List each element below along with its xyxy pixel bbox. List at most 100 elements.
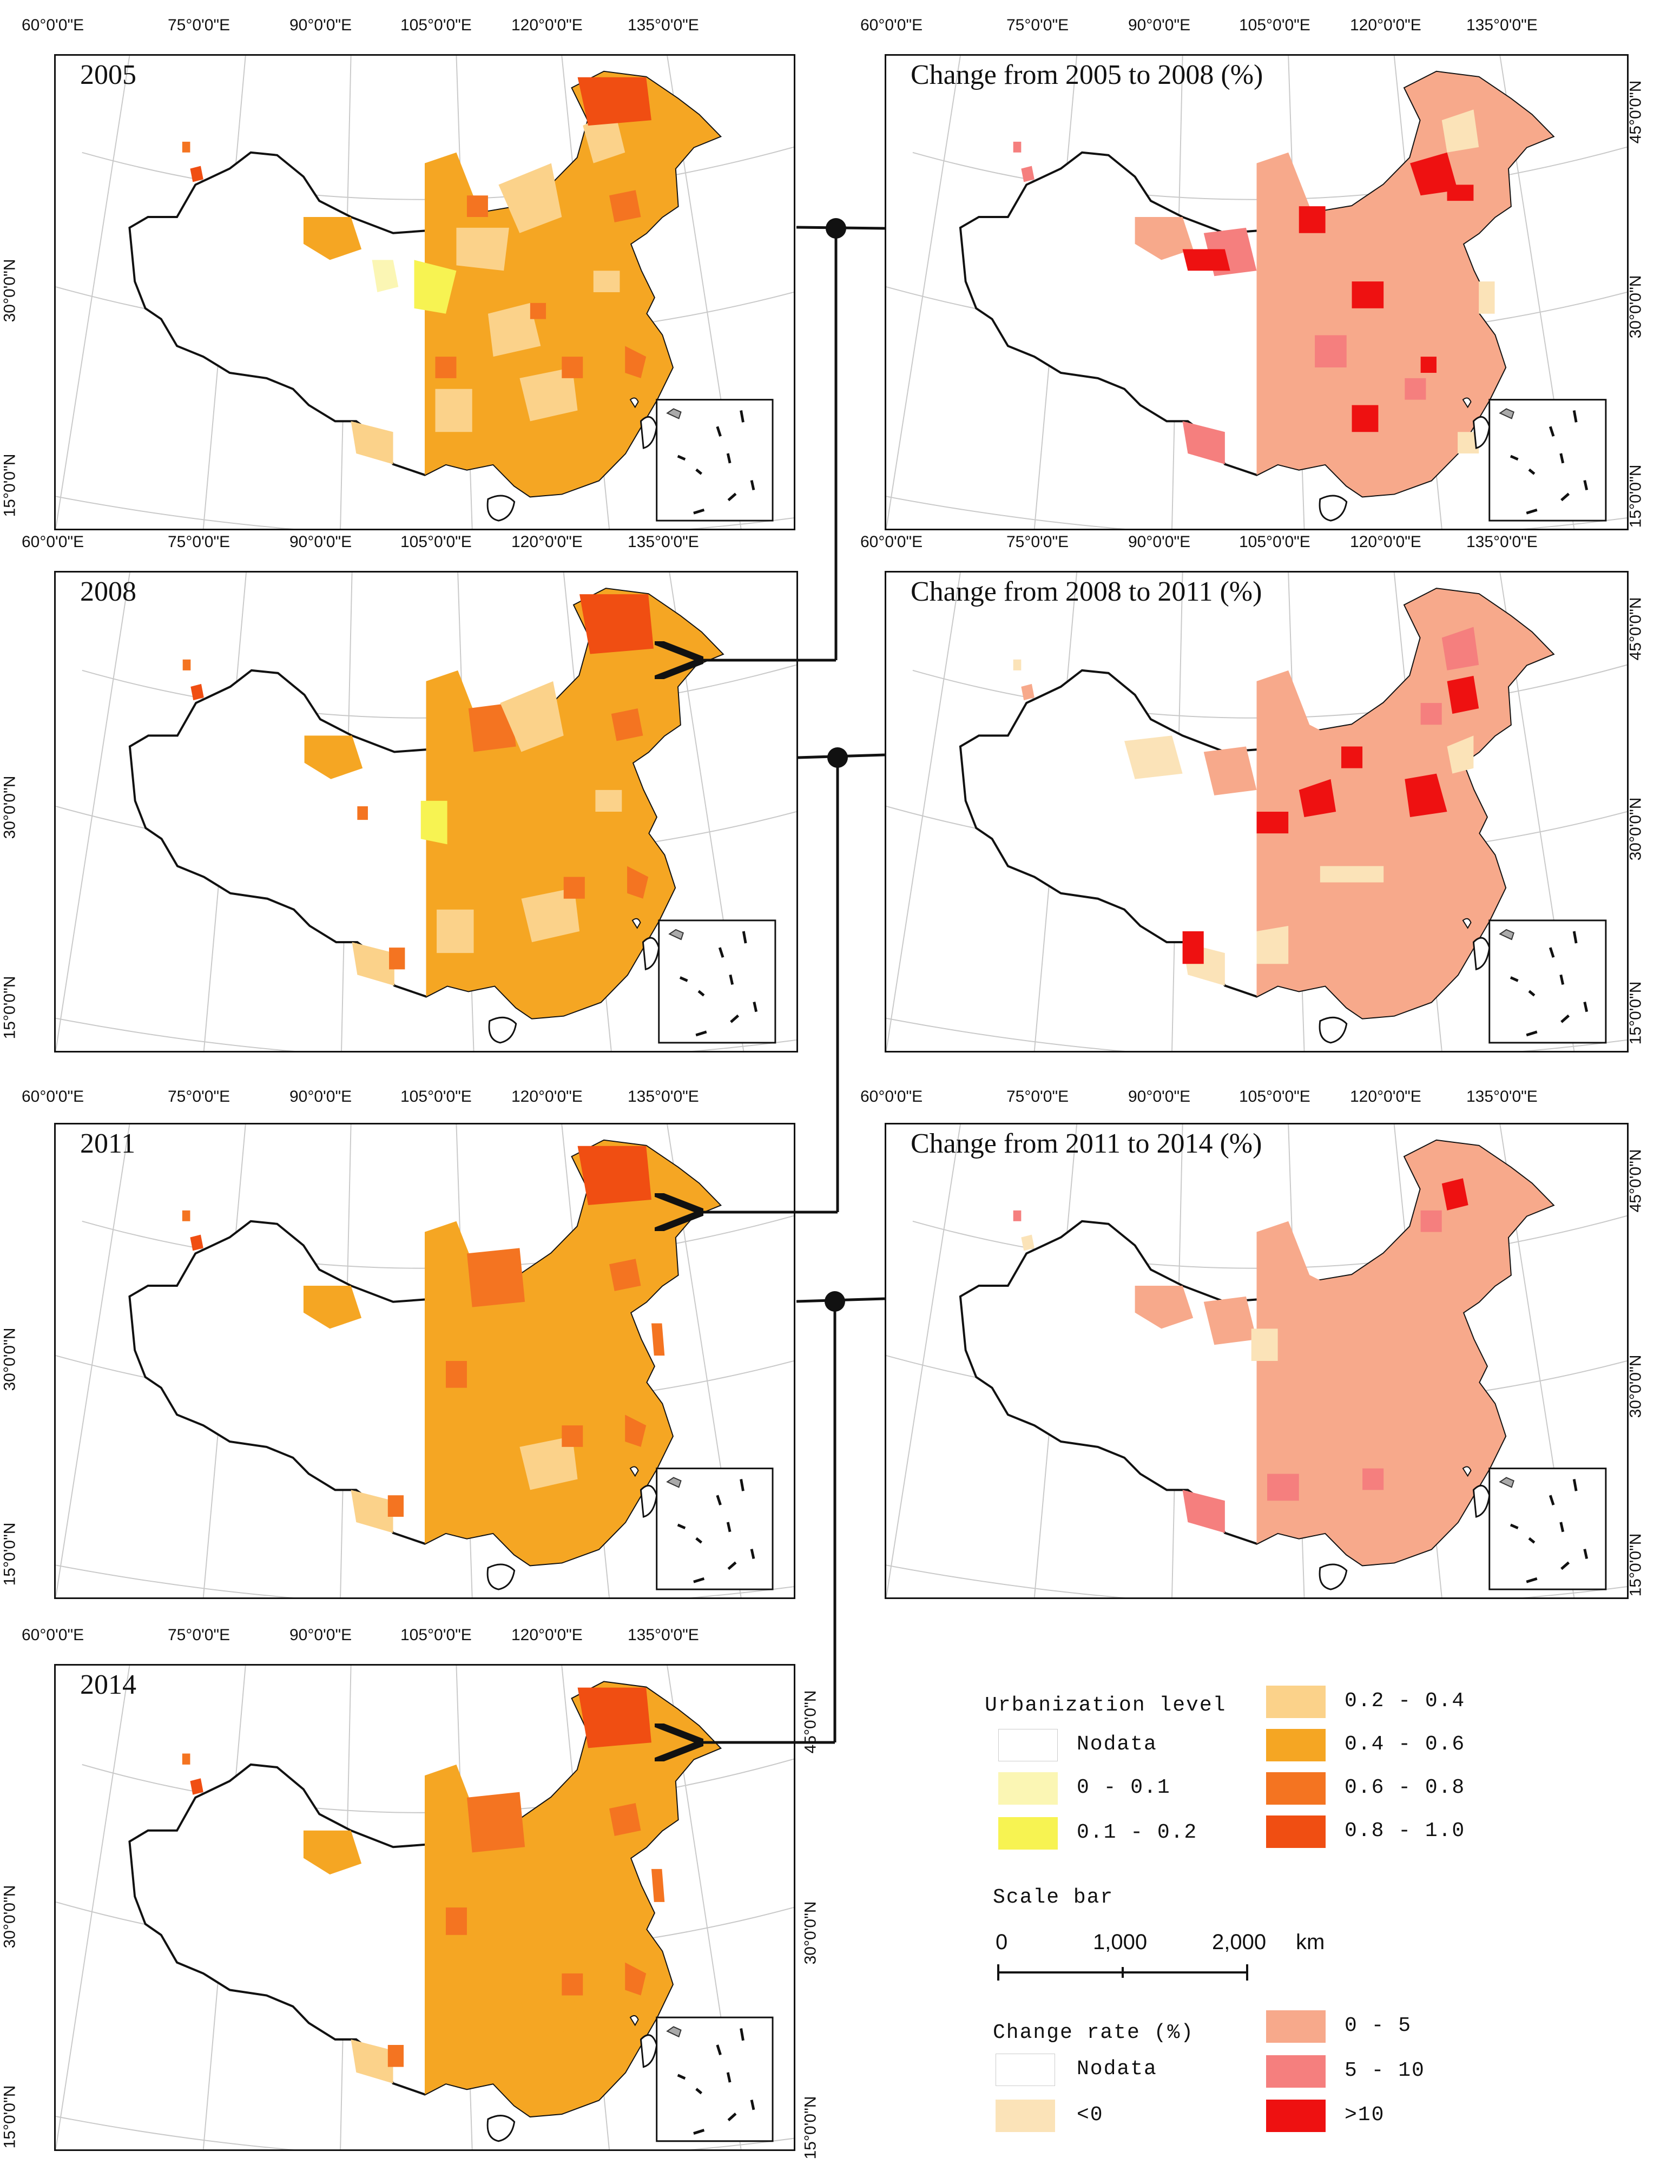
- lon-label: 120°0'0"E: [1350, 1088, 1421, 1106]
- legend-label: Nodata: [1077, 2057, 1157, 2081]
- region-patches: [1013, 1178, 1468, 1533]
- lon-label: 105°0'0"E: [400, 16, 472, 34]
- lon-label: 75°0'0"E: [168, 533, 230, 551]
- lat-label: 45°0'0"N: [801, 1690, 820, 1754]
- lon-labels-c0508: 60°0'0"E 75°0'0"E 90°0'0"E 105°0'0"E 120…: [860, 16, 1618, 38]
- lat-labels-c1114: 45°0'0"N 30°0'0"N 15°0'0"N: [1626, 1123, 1658, 1599]
- lon-label: 105°0'0"E: [1239, 16, 1310, 34]
- lon-label: 90°0'0"E: [1128, 533, 1191, 551]
- lon-label: 120°0'0"E: [511, 16, 583, 34]
- lon-label: 120°0'0"E: [1350, 533, 1421, 551]
- lon-label: 60°0'0"E: [860, 16, 923, 34]
- lon-label: 75°0'0"E: [1006, 16, 1069, 34]
- lat-label: 45°0'0"N: [1626, 80, 1645, 144]
- lon-label: 60°0'0"E: [22, 16, 84, 34]
- legend-change-title: Change rate (%): [993, 2021, 1195, 2044]
- lon-label: 135°0'0"E: [628, 533, 699, 551]
- lon-label: 105°0'0"E: [400, 533, 472, 551]
- map-panel-2014: 2014: [54, 1664, 795, 2151]
- change-panel-2008-2011: Change from 2008 to 2011 (%): [885, 571, 1629, 1052]
- legend-swatch: [1266, 1772, 1326, 1805]
- lon-labels-2008: 60°0'0"E 75°0'0"E 90°0'0"E 105°0'0"E 120…: [22, 533, 779, 555]
- change-panel-2005-2008: Change from 2005 to 2008 (%): [885, 54, 1629, 530]
- legend-swatch: [1266, 1729, 1326, 1761]
- lon-labels-2005: 60°0'0"E 75°0'0"E 90°0'0"E 105°0'0"E 120…: [22, 16, 779, 38]
- panel-title: 2005: [80, 60, 136, 90]
- region-patches: [1013, 627, 1479, 1040]
- lat-label: 15°0'0"N: [801, 2096, 820, 2160]
- scale-tick-label: 0: [996, 1930, 1008, 1954]
- map-2005: [56, 56, 794, 529]
- lat-labels-2008: 30°0'0"N 15°0'0"N: [1, 571, 32, 1047]
- lon-label: 75°0'0"E: [168, 1626, 230, 1644]
- lon-label: 90°0'0"E: [289, 1088, 352, 1106]
- legend-label: >10: [1345, 2103, 1385, 2127]
- legend-label: 0.8 - 1.0: [1345, 1819, 1466, 1843]
- lon-label: 135°0'0"E: [628, 16, 699, 34]
- legend-swatch: [1266, 2010, 1326, 2043]
- panel-title: Change from 2011 to 2014 (%): [911, 1128, 1262, 1159]
- region-patches: [1013, 109, 1495, 464]
- lat-label: 15°0'0"N: [1626, 981, 1645, 1045]
- lat-label: 15°0'0"N: [1, 453, 19, 517]
- lat-labels-c0508: 45°0'0"N 30°0'0"N 15°0'0"N: [1626, 54, 1658, 530]
- lon-label: 135°0'0"E: [1466, 16, 1538, 34]
- lat-label: 30°0'0"N: [1, 1327, 19, 1391]
- lon-label: 75°0'0"E: [1006, 533, 1069, 551]
- lat-label: 15°0'0"N: [1, 2085, 19, 2149]
- legend-swatch: [1266, 1815, 1326, 1848]
- lon-labels-c0811: 60°0'0"E 75°0'0"E 90°0'0"E 105°0'0"E 120…: [860, 533, 1618, 555]
- lon-label: 75°0'0"E: [168, 1088, 230, 1106]
- lat-label: 30°0'0"N: [1, 259, 19, 323]
- lat-label: 45°0'0"N: [1626, 1149, 1645, 1213]
- map-2008: [56, 573, 796, 1051]
- lon-label: 120°0'0"E: [1350, 16, 1421, 34]
- scale-tick-label: 2,000: [1212, 1930, 1267, 1954]
- connector-node: [825, 1291, 845, 1312]
- lat-label: 15°0'0"N: [1, 1522, 19, 1586]
- lon-label: 105°0'0"E: [400, 1626, 472, 1644]
- legend-label: 0.6 - 0.8: [1345, 1776, 1466, 1799]
- lon-label: 90°0'0"E: [289, 1626, 352, 1644]
- legend-label: <0: [1077, 2103, 1104, 2127]
- legend-label: Nodata: [1077, 1733, 1157, 1756]
- scale-unit: km: [1296, 1930, 1325, 1954]
- lon-label: 90°0'0"E: [289, 533, 352, 551]
- lon-labels-2014: 60°0'0"E 75°0'0"E 90°0'0"E 105°0'0"E 120…: [22, 1626, 779, 1648]
- region-patches: [182, 1687, 665, 2084]
- scale-tick-label: 1,000: [1093, 1930, 1148, 1954]
- map-panel-2005: 2005: [54, 54, 795, 530]
- panel-title: Change from 2005 to 2008 (%): [911, 60, 1263, 90]
- map-2011: [56, 1124, 794, 1597]
- lon-label: 90°0'0"E: [1128, 1088, 1191, 1106]
- lat-label: 30°0'0"N: [1626, 1354, 1645, 1418]
- lon-label: 120°0'0"E: [511, 533, 583, 551]
- lon-label: 75°0'0"E: [1006, 1088, 1069, 1106]
- lon-label: 135°0'0"E: [1466, 1088, 1538, 1106]
- legend-swatch-nodata: [996, 2054, 1055, 2086]
- legend-urbanization-title: Urbanization level: [985, 1694, 1227, 1717]
- lat-label: 15°0'0"N: [1, 976, 19, 1040]
- region-patches: [182, 594, 654, 986]
- legend: Urbanization level Nodata 0 - 0.1 0.1 - …: [985, 1683, 1634, 2170]
- lon-label: 90°0'0"E: [289, 16, 352, 34]
- lat-label: 30°0'0"N: [1, 1885, 19, 1949]
- legend-label: 0.4 - 0.6: [1345, 1733, 1466, 1756]
- connector-node: [826, 218, 846, 239]
- connector-node: [827, 747, 848, 768]
- legend-label: 5 - 10: [1345, 2059, 1425, 2082]
- change-map-2005-2008: [886, 56, 1627, 529]
- lat-label: 15°0'0"N: [1626, 464, 1645, 528]
- map-panel-2011: 2011: [54, 1123, 795, 1599]
- legend-swatch: [1266, 2055, 1326, 2088]
- lon-label: 135°0'0"E: [628, 1626, 699, 1644]
- change-map-2011-2014: [886, 1124, 1627, 1597]
- lon-label: 105°0'0"E: [400, 1088, 472, 1106]
- lat-labels-c0811: 45°0'0"N 30°0'0"N 15°0'0"N: [1626, 571, 1658, 1047]
- lat-label: 15°0'0"N: [1626, 1533, 1645, 1597]
- lat-label: 30°0'0"N: [1626, 797, 1645, 861]
- lat-label: 45°0'0"N: [1626, 597, 1645, 661]
- lon-label: 135°0'0"E: [628, 1088, 699, 1106]
- lat-labels-2005: 30°0'0"N 15°0'0"N: [1, 54, 32, 530]
- lon-label: 90°0'0"E: [1128, 16, 1191, 34]
